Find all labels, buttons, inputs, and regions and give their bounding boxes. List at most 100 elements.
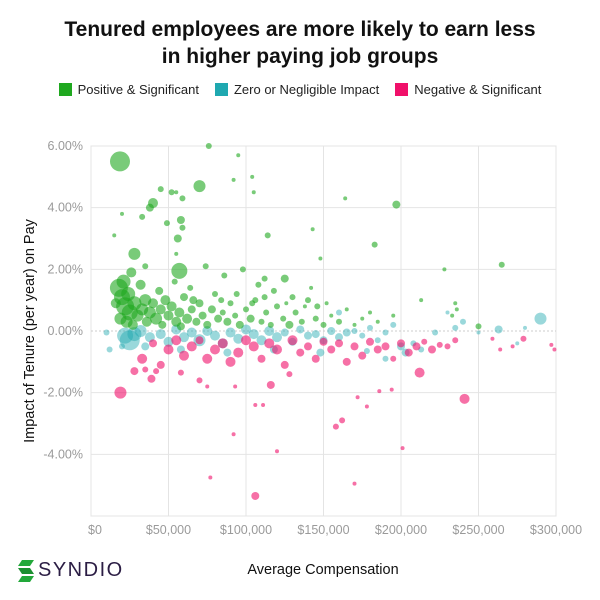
data-point (549, 342, 554, 347)
data-point (171, 335, 182, 346)
data-point (153, 368, 160, 375)
data-point (157, 186, 164, 193)
x-tick-label: $250,000 (452, 523, 504, 537)
data-point (452, 324, 459, 331)
data-point (412, 342, 421, 351)
data-point (248, 341, 259, 352)
data-point (371, 241, 378, 248)
data-point (186, 327, 197, 338)
data-point (192, 317, 201, 326)
data-point (250, 174, 255, 179)
data-point (450, 313, 455, 318)
data-point (363, 348, 370, 355)
data-point (233, 291, 240, 297)
data-point (189, 296, 198, 305)
data-point (241, 335, 251, 346)
legend-label: Negative & Significant (414, 82, 542, 97)
data-point (223, 348, 232, 357)
data-point (141, 342, 150, 351)
data-point (256, 335, 267, 346)
data-point (377, 389, 382, 394)
data-point (261, 403, 266, 407)
legend-swatch-negative (395, 83, 409, 96)
data-point (324, 301, 329, 306)
data-point (267, 321, 274, 328)
y-tick-label: 4.00% (48, 201, 83, 215)
data-point (404, 348, 413, 357)
data-point (336, 318, 342, 325)
data-point (195, 299, 204, 308)
data-point (335, 339, 343, 348)
data-point (210, 330, 220, 341)
y-tick-label: -4.00% (43, 447, 83, 461)
legend-item-negative: Negative & Significant (395, 82, 541, 97)
y-tick-label: -2.00% (43, 386, 83, 400)
data-point (359, 332, 366, 339)
data-point (392, 200, 401, 209)
data-point (302, 304, 307, 309)
data-point (272, 332, 282, 343)
data-point (368, 310, 372, 315)
data-point (498, 261, 505, 268)
data-point (523, 325, 527, 330)
data-point (127, 319, 138, 330)
data-point (249, 300, 256, 307)
legend-label: Positive & Significant (77, 82, 199, 97)
data-point (166, 301, 177, 312)
data-point (298, 318, 305, 325)
chart-title-line-1: Tenured employees are more likely to ear… (64, 18, 536, 41)
data-point (219, 309, 226, 316)
data-point (436, 341, 443, 348)
data-point (510, 344, 515, 349)
data-point (311, 354, 320, 363)
data-point (390, 355, 397, 362)
x-axis-label: Average Compensation (247, 562, 398, 578)
data-point (251, 491, 260, 500)
data-point (310, 227, 315, 232)
data-point (210, 344, 220, 355)
y-axis-label: Impact of Tenure (per year) on Pay (22, 218, 38, 443)
data-point (239, 266, 246, 273)
data-point (490, 336, 495, 341)
data-point (119, 343, 125, 350)
data-point (258, 318, 265, 325)
data-point (202, 326, 213, 336)
syndio-logo-mark-icon (18, 559, 34, 582)
syndio-logo-text: SYNDIO (38, 559, 124, 581)
data-point (187, 305, 196, 314)
x-tick-label: $0 (88, 523, 102, 537)
legend-item-zero: Zero or Negligible Impact (214, 82, 379, 97)
data-point (552, 347, 557, 352)
data-point (248, 329, 259, 340)
data-point (225, 327, 236, 338)
x-tick-label: $50,000 (146, 523, 191, 537)
data-point (205, 143, 212, 149)
data-point (103, 329, 110, 336)
data-point (329, 313, 334, 318)
data-point (442, 267, 447, 272)
data-point (304, 331, 312, 340)
data-point (459, 393, 470, 404)
data-point (106, 346, 113, 353)
data-point (179, 224, 186, 231)
data-point (168, 189, 175, 196)
data-point (355, 395, 360, 400)
data-point (375, 319, 380, 324)
tick-labels: $0 $50,000 $100,000 $150,000 $200,000 $250,00… (43, 139, 582, 537)
legend-swatch-zero (214, 83, 228, 96)
data-point (419, 298, 424, 303)
data-point (335, 333, 343, 342)
data-point (142, 263, 149, 270)
data-point (373, 345, 382, 354)
data-point (336, 309, 342, 316)
data-point (186, 341, 197, 352)
data-point (155, 329, 166, 340)
data-point (251, 190, 256, 195)
data-point (374, 337, 381, 344)
data-point (270, 287, 277, 294)
data-point (296, 325, 305, 334)
data-point (126, 267, 137, 278)
data-point (351, 328, 358, 334)
data-point (285, 320, 294, 329)
data-point (445, 310, 450, 315)
